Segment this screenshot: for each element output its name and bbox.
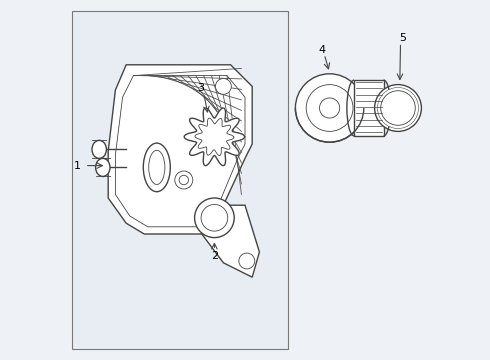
Circle shape <box>179 175 189 185</box>
Circle shape <box>374 85 421 131</box>
Circle shape <box>381 91 416 125</box>
Ellipse shape <box>96 158 110 176</box>
Circle shape <box>295 74 364 142</box>
Circle shape <box>216 78 231 94</box>
Circle shape <box>239 253 255 269</box>
Text: 3: 3 <box>197 83 205 93</box>
Polygon shape <box>202 205 259 277</box>
Text: 4: 4 <box>319 45 326 55</box>
Bar <box>354 80 384 136</box>
Circle shape <box>195 198 234 238</box>
Text: 5: 5 <box>399 33 406 43</box>
Bar <box>72 11 288 349</box>
Ellipse shape <box>148 150 165 184</box>
Text: 2: 2 <box>211 251 218 261</box>
Circle shape <box>201 204 228 231</box>
Polygon shape <box>184 108 245 166</box>
Ellipse shape <box>143 143 171 192</box>
Circle shape <box>377 87 418 129</box>
Circle shape <box>319 98 340 118</box>
Text: 1: 1 <box>74 161 81 171</box>
Ellipse shape <box>92 140 106 158</box>
Circle shape <box>306 85 353 131</box>
Polygon shape <box>108 65 252 234</box>
Circle shape <box>175 171 193 189</box>
